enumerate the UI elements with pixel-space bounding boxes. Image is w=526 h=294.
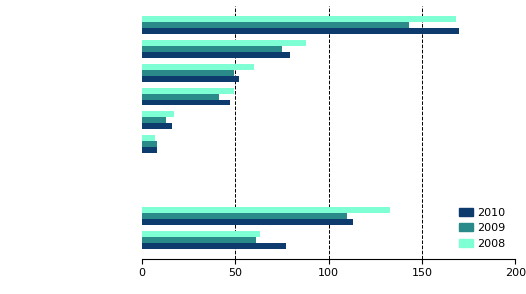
Bar xyxy=(142,64,254,70)
Bar xyxy=(142,231,260,237)
Bar xyxy=(142,147,157,153)
Bar xyxy=(142,22,409,28)
Legend: 2010, 2009, 2008: 2010, 2009, 2008 xyxy=(455,203,510,253)
Bar xyxy=(142,207,390,213)
Bar xyxy=(142,70,234,76)
Bar xyxy=(142,117,166,123)
Bar xyxy=(142,243,286,249)
Bar xyxy=(142,99,230,106)
Bar xyxy=(142,93,219,99)
Bar xyxy=(142,111,174,117)
Bar xyxy=(142,76,239,82)
Bar xyxy=(142,123,172,129)
Bar xyxy=(142,213,347,219)
Bar xyxy=(142,135,155,141)
Bar xyxy=(142,141,157,147)
Bar xyxy=(142,52,289,58)
Bar xyxy=(142,237,256,243)
Bar xyxy=(142,28,460,34)
Bar xyxy=(142,40,306,46)
Bar xyxy=(142,46,282,52)
Bar xyxy=(142,16,456,22)
Bar xyxy=(142,88,234,93)
Bar xyxy=(142,219,353,225)
